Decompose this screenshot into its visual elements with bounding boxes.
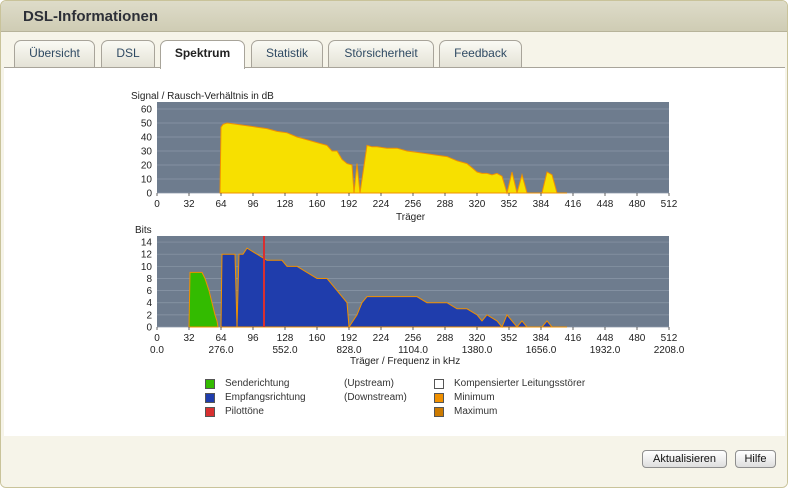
tab-uebersicht[interactable]: Übersicht [14,40,95,67]
tab-statistik[interactable]: Statistik [251,40,323,67]
tab-spektrum[interactable]: Spektrum [160,40,245,69]
snr-x-tick-label: 416 [565,199,582,210]
bits-x-tick-label: 0 [154,333,160,344]
snr-y-ticks: 0 10 20 30 40 50 60 [141,105,153,200]
refresh-button[interactable]: Aktualisieren [642,450,727,468]
legend-swatch-minimum [434,393,444,403]
bits-freq-tick-label: 2208.0 [654,345,685,356]
bits-freq-tick-label: 1104.0 [398,345,428,356]
snr-x-tick-label: 288 [437,199,454,210]
snr-y-tick-label: 60 [141,105,153,116]
bits-x-tick-label: 64 [215,333,227,344]
snr-x-tick-label: 448 [597,199,614,210]
bits-x-tick-label: 480 [629,333,646,344]
bits-y-tick-label: 10 [141,262,153,273]
bits-x-tick-label: 256 [405,333,422,344]
snr-y-tick-label: 0 [146,189,152,200]
bits-y-tick-label: 2 [146,310,152,321]
upstream-area [188,271,219,328]
bits-x-axis-label: Träger / Frequenz in kHz [350,356,460,367]
bits-y-tick-label: 12 [141,250,153,261]
legend-swatch-pilot [205,407,215,417]
bits-x-tick-label: 352 [501,333,518,344]
legend-swatch-maximum [434,407,444,417]
legend-swatch-compensated [434,379,444,389]
snr-x-tick-label: 32 [183,199,195,210]
legend-note-upstream: (Upstream) [344,378,395,389]
snr-y-tick-label: 30 [141,147,153,158]
legend-swatch-upstream [205,379,215,389]
bits-freq-ticks: 0.0 276.0 552.0 828.0 1104.0 1380.0 1656.0 1932… [150,345,685,356]
legend-swatch-downstream [205,393,215,403]
bits-freq-tick-label: 828.0 [336,345,361,356]
snr-x-tick-label: 256 [405,199,422,210]
bits-x-tick-label: 448 [597,333,614,344]
bits-x-ticks: 0 32 64 96 128 160 192 224 256 288 320 352 384 416 448… [154,327,678,344]
bits-x-tick-label: 512 [661,333,678,344]
bits-x-tick-label: 192 [341,333,358,344]
tab-stoersicherheit[interactable]: Störsicherheit [328,40,434,67]
snr-x-tick-label: 192 [341,199,358,210]
bits-y-tick-label: 8 [146,274,152,285]
snr-x-tick-label: 480 [629,199,646,210]
help-button[interactable]: Hilfe [735,450,776,468]
snr-area [219,122,567,195]
snr-y-tick-label: 10 [141,175,153,186]
bits-x-tick-label: 416 [565,333,582,344]
bits-y-tick-label: 4 [146,298,152,309]
legend-note-downstream: (Downstream) [344,392,407,403]
tab-feedback[interactable]: Feedback [439,40,522,67]
snr-x-axis-label: Träger [396,212,426,223]
tab-dsl[interactable]: DSL [101,40,155,67]
bits-freq-tick-label: 1380.0 [462,345,493,356]
bits-x-tick-label: 320 [469,333,486,344]
snr-y-tick-label: 20 [141,161,153,172]
snr-x-tick-label: 320 [469,199,486,210]
bits-y-tick-label: 6 [146,286,152,297]
snr-x-tick-label: 352 [501,199,518,210]
snr-x-tick-label: 160 [309,199,326,210]
legend-label-downstream: Empfangsrichtung [225,392,306,403]
bits-x-tick-label: 160 [309,333,326,344]
bits-x-tick-label: 128 [277,333,294,344]
legend-label-upstream: Senderichtung [225,378,290,389]
snr-chart: Signal / Rausch-Verhältnis in dB 0 10 20 30… [131,91,678,223]
legend-label-minimum: Minimum [454,392,495,403]
legend-label-compensated: Kompensierter Leitungsstörer [454,378,586,389]
bits-y-tick-label: 0 [146,323,152,334]
bits-freq-tick-label: 0.0 [150,345,164,356]
snr-x-tick-label: 512 [661,199,678,210]
bits-freq-tick-label: 276.0 [208,345,233,356]
snr-y-tick-label: 40 [141,133,153,144]
bits-x-tick-label: 96 [247,333,259,344]
legend-label-maximum: Maximum [454,406,498,417]
snr-x-tick-label: 384 [533,199,550,210]
bits-x-tick-label: 32 [183,333,195,344]
snr-x-tick-label: 0 [154,199,160,210]
bits-x-tick-label: 288 [437,333,454,344]
bits-freq-tick-label: 552.0 [272,345,297,356]
bits-freq-tick-label: 1932.0 [590,345,621,356]
snr-y-tick-label: 50 [141,119,153,130]
snr-x-tick-label: 64 [215,199,227,210]
spectrum-panel: Signal / Rausch-Verhältnis in dB 0 10 20 30… [4,67,785,437]
snr-y-axis-label: Signal / Rausch-Verhältnis in dB [131,91,274,102]
bits-y-tick-label: 14 [141,238,153,249]
downstream-area [220,247,567,329]
bits-y-axis-label: Bits [135,225,152,236]
bits-x-tick-label: 224 [373,333,390,344]
legend-label-pilot: Pilottöne [225,406,264,417]
snr-x-tick-label: 96 [247,199,259,210]
title-bar: DSL-Informationen [1,1,787,32]
bits-x-tick-label: 384 [533,333,550,344]
bits-freq-tick-label: 1656.0 [526,345,557,356]
snr-x-tick-label: 128 [277,199,294,210]
page-title: DSL-Informationen [23,8,158,25]
snr-x-tick-label: 224 [373,199,390,210]
snr-x-ticks: 0 32 64 96 128 160 192 224 256 288 320 352 384 416 448… [154,193,678,210]
